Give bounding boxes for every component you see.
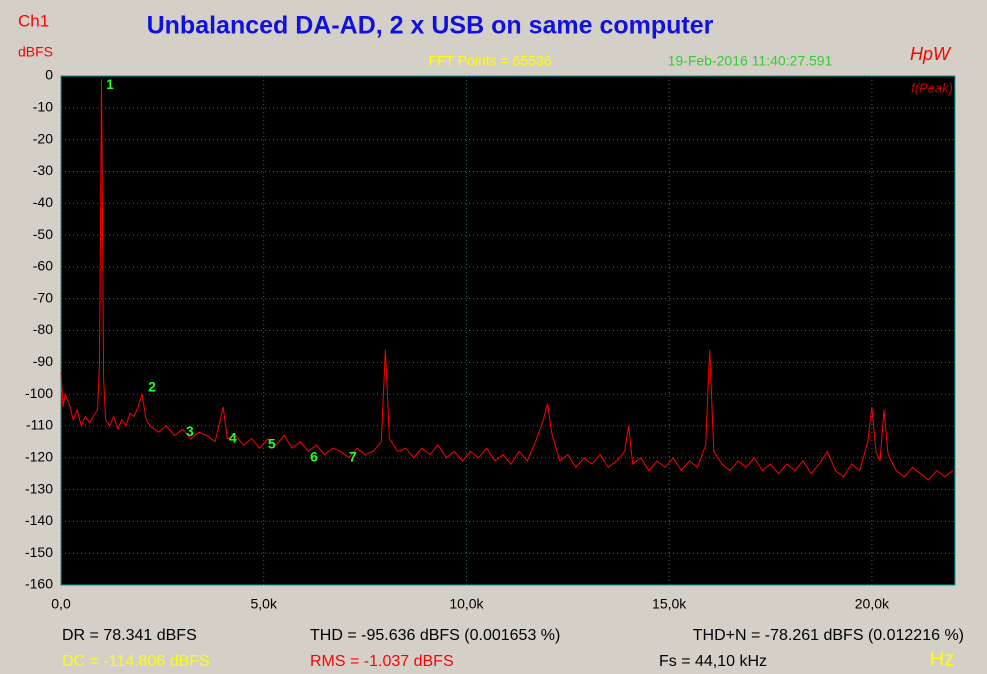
y-tick-label: -100 <box>25 385 53 401</box>
stat-fs: Fs = 44,10 kHz <box>659 653 767 670</box>
y-tick-label: -150 <box>25 544 53 560</box>
x-tick-label: 5,0k <box>250 596 277 612</box>
harmonic-marker: 2 <box>148 378 156 394</box>
harmonic-marker: 5 <box>268 436 276 452</box>
x-axis-label: Hz <box>930 648 954 670</box>
channel-label: Ch1 <box>18 11 49 30</box>
x-tick-label: 20,0k <box>855 596 890 612</box>
harmonic-marker: 3 <box>186 423 194 439</box>
harmonic-marker: 4 <box>229 429 237 445</box>
y-axis-label: dBFS <box>18 44 53 60</box>
y-tick-label: -70 <box>33 289 53 305</box>
chart-title: Unbalanced DA-AD, 2 x USB on same comput… <box>147 12 714 40</box>
x-tick-label: 15,0k <box>652 596 687 612</box>
spectrum-line <box>60 79 954 481</box>
harmonic-marker: 6 <box>310 448 318 464</box>
y-tick-label: -80 <box>33 321 53 337</box>
y-tick-label: -20 <box>33 130 53 146</box>
y-tick-label: -50 <box>33 226 53 242</box>
y-tick-label: -130 <box>25 480 53 496</box>
y-tick-label: -160 <box>25 576 53 592</box>
y-tick-label: -60 <box>33 258 53 274</box>
stat-thdn: THD+N = -78.261 dBFS (0.012216 %) <box>693 627 964 644</box>
brand: HpW <box>910 44 952 64</box>
x-tick-label: 10,0k <box>449 596 484 612</box>
y-tick-label: -120 <box>25 448 53 464</box>
mode: f(Peak) <box>911 80 953 95</box>
x-tick-label: 0,0 <box>51 596 71 612</box>
harmonic-marker: 7 <box>349 448 357 464</box>
stat-thd: THD = -95.636 dBFS (0.001653 %) <box>310 627 560 644</box>
y-tick-label: -30 <box>33 162 53 178</box>
y-tick-label: -10 <box>33 99 53 115</box>
fft-points: FFT Points = 65536 <box>428 53 551 69</box>
stat-rms: RMS = -1.037 dBFS <box>310 653 454 670</box>
stat-dr: DR = 78.341 dBFS <box>62 627 197 644</box>
plot-area <box>60 75 956 586</box>
y-tick-label: -40 <box>33 194 53 210</box>
y-tick-label: 0 <box>45 67 53 83</box>
timestamp: 19-Feb-2016 11:40:27.591 <box>668 53 833 69</box>
y-tick-label: -90 <box>33 353 53 369</box>
harmonic-marker: 1 <box>106 76 114 92</box>
y-tick-label: -110 <box>26 417 53 433</box>
stat-dc: DC = -114.806 dBFS <box>62 653 210 670</box>
y-tick-label: -140 <box>25 512 53 528</box>
